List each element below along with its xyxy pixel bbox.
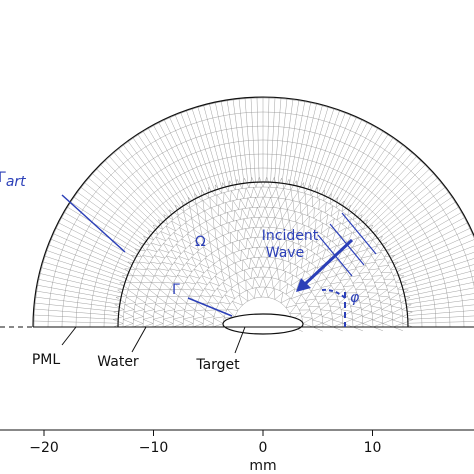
wave-arrow bbox=[303, 238, 354, 286]
gamma-label: Γ bbox=[172, 282, 180, 298]
mesh-lines bbox=[33, 97, 474, 332]
gamma-leader bbox=[187, 297, 233, 317]
wavefront bbox=[341, 212, 377, 255]
phi-label: φ bbox=[350, 290, 360, 306]
wavefront bbox=[317, 234, 353, 277]
arrow-head bbox=[296, 278, 311, 292]
tick-label: −20 bbox=[29, 440, 59, 456]
target-leader bbox=[234, 326, 246, 354]
gamma-art-leader bbox=[61, 194, 126, 253]
tick-label: 0 bbox=[259, 440, 268, 456]
incident-label: Incident bbox=[262, 228, 319, 244]
tick-label: 10 bbox=[364, 440, 382, 456]
tick-label: −10 bbox=[139, 440, 169, 456]
outer-boundary bbox=[32, 96, 474, 328]
target bbox=[222, 313, 304, 335]
artificial-boundary bbox=[117, 181, 409, 328]
mesh bbox=[33, 97, 474, 332]
water-leader bbox=[131, 326, 147, 353]
gamma-symbol: Γ bbox=[0, 170, 6, 186]
gamma-sub: art bbox=[6, 174, 26, 190]
omega-label: Ω bbox=[195, 234, 206, 250]
x-axis-label: mm bbox=[249, 458, 276, 474]
gamma-art-label: Γart bbox=[0, 170, 26, 190]
pml-leader bbox=[61, 326, 77, 346]
wavefront bbox=[329, 223, 365, 266]
target-label: Target bbox=[195, 357, 240, 373]
ticks: −20−1001020 bbox=[29, 430, 474, 456]
pml-label: PML bbox=[32, 352, 61, 368]
wave-label: Wave bbox=[266, 245, 304, 261]
angle-arc bbox=[321, 288, 346, 299]
water-label: Water bbox=[97, 354, 139, 370]
